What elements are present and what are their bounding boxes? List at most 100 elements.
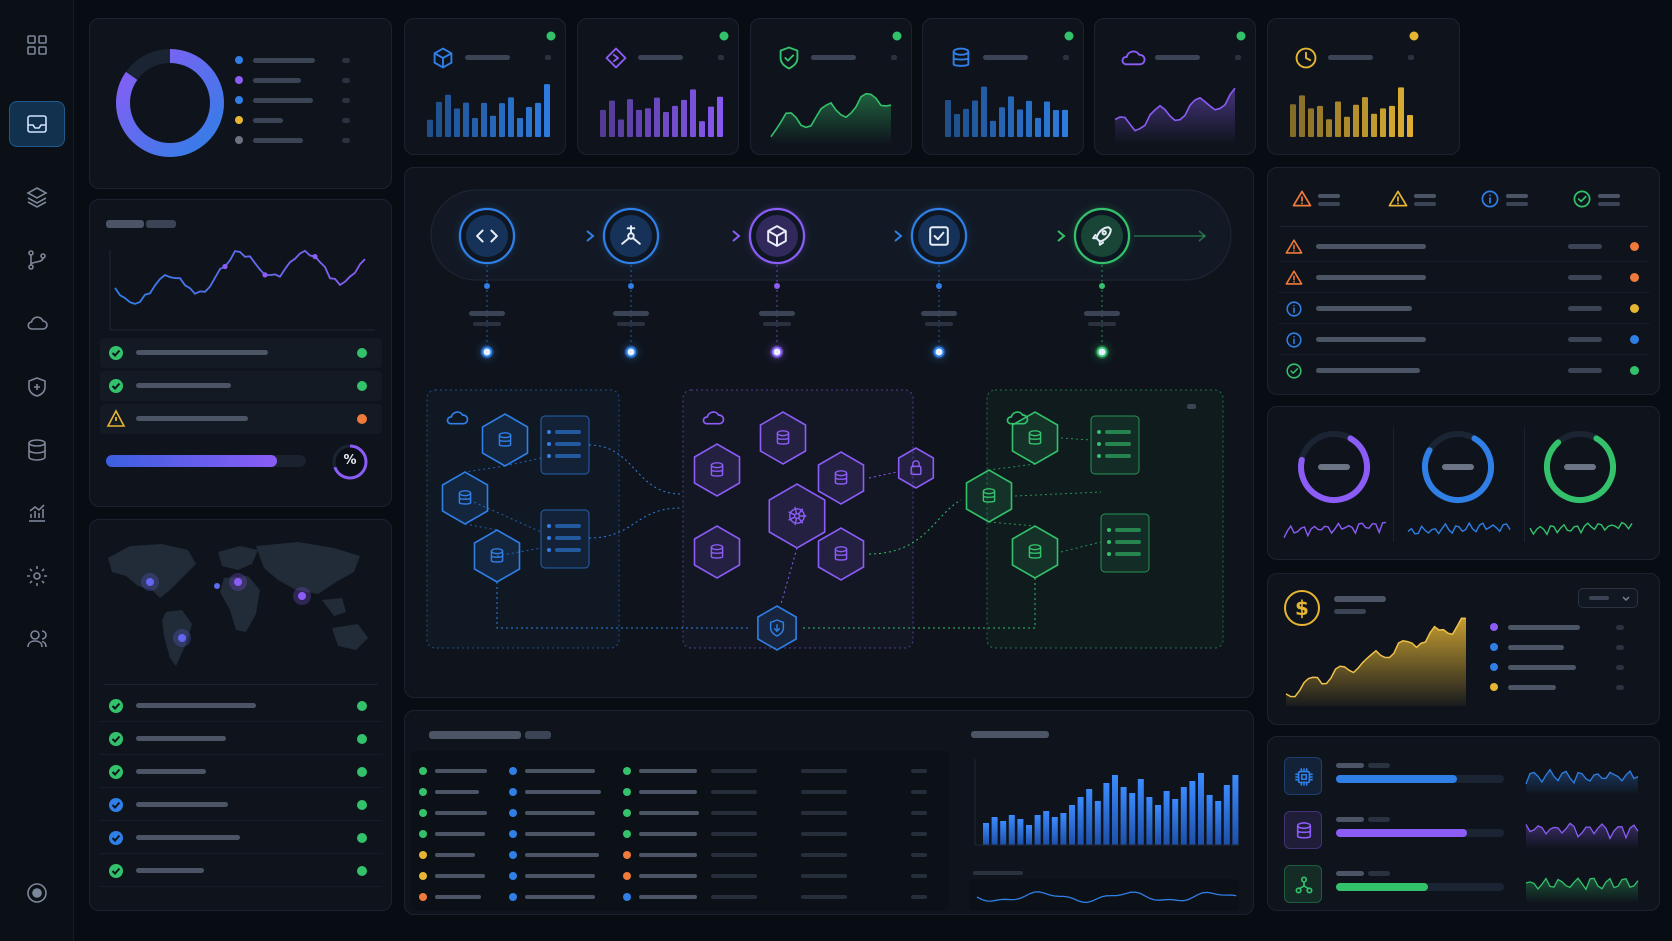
period-select[interactable] [1578,588,1638,608]
service-card[interactable] [540,509,590,569]
alert-row[interactable] [1278,294,1650,324]
status-list-item[interactable] [100,404,382,434]
trend-point[interactable] [222,263,228,270]
service-list-item[interactable] [100,758,382,788]
cost-legend-value-placeholder [1616,625,1624,630]
alert-row[interactable] [1278,263,1650,293]
service-list-item[interactable] [100,791,382,821]
timeline-node[interactable] [481,346,493,358]
kpi-bar [1044,101,1050,137]
cost-legend-dot [1490,623,1498,631]
trend-point[interactable] [312,253,318,260]
gauge[interactable] [1407,422,1511,535]
map-location-dot[interactable] [146,578,154,586]
map-location-dot[interactable] [178,634,186,642]
pipeline-stage[interactable] [910,207,968,265]
map-location-dot[interactable] [234,578,242,586]
kpi-card[interactable] [750,18,912,155]
cost-legend-label-placeholder [1508,685,1556,690]
alert-row[interactable] [1278,356,1650,386]
alert-summary-item[interactable] [1476,184,1566,214]
pipeline-stage[interactable] [602,207,660,265]
table-row[interactable] [411,866,949,886]
table-row[interactable] [411,824,949,844]
table-status-dot [509,830,517,838]
kpi-card[interactable] [577,18,739,155]
alert-summary-item[interactable] [1384,184,1474,214]
alert-row[interactable] [1278,232,1650,262]
record-icon [27,883,47,903]
timeline-node[interactable] [1096,346,1108,358]
table-row[interactable] [411,887,949,907]
trend-point[interactable] [262,272,268,278]
status-label-placeholder [136,383,231,388]
timeline-node[interactable] [933,346,945,358]
check-icon [109,831,123,845]
alert-label-placeholder [1316,368,1420,373]
sidebar-item-analytics[interactable] [9,490,65,536]
histogram-bar [1060,813,1067,845]
cloud-icon [27,316,48,330]
alert-summary-item[interactable] [1568,184,1658,214]
table-row[interactable] [411,803,949,823]
service-list-item[interactable] [100,857,382,887]
table-row[interactable] [411,761,949,781]
status-list-item[interactable] [100,338,382,368]
kpi-bar [427,119,433,137]
gauge-value-placeholder [1318,464,1350,470]
table-row[interactable] [411,845,949,865]
table-cell-placeholder [435,790,479,794]
timeline-node[interactable] [625,346,637,358]
service-node[interactable] [897,447,935,489]
database-icon [952,47,970,67]
database-icon [834,470,848,485]
sidebar-item-database[interactable] [9,427,65,473]
table-status-dot [509,872,517,880]
service-node[interactable] [693,443,741,497]
stage-sublabel-placeholder [473,322,501,326]
sidebar-item-users[interactable] [9,616,65,662]
kpi-card[interactable] [922,18,1084,155]
histogram-bar [1232,775,1239,845]
sidebar-item-security[interactable] [9,364,65,410]
sidebar-item-settings[interactable] [9,553,65,599]
sidebar-item-cloud[interactable] [9,300,65,346]
histogram-bar [1155,805,1161,845]
sidebar-item-overview[interactable] [9,22,65,68]
sidebar-item-branches[interactable] [9,237,65,283]
service-node[interactable] [817,451,865,505]
gauge[interactable] [1283,422,1387,539]
service-card[interactable] [1100,513,1150,573]
sidebar-item-layers[interactable] [9,174,65,220]
timeline-node[interactable] [771,346,783,358]
map-location-dot[interactable] [214,583,220,589]
service-card[interactable] [1090,415,1140,475]
service-list-item[interactable] [100,725,382,755]
gauge[interactable] [1529,422,1633,536]
kpi-card[interactable] [404,18,566,155]
alert-row[interactable] [1278,325,1650,355]
resource-row[interactable] [1268,803,1661,853]
alert-summary-item[interactable] [1288,184,1378,214]
pipeline-stage[interactable] [1073,207,1131,265]
service-node[interactable] [693,525,741,579]
service-card[interactable] [540,415,590,475]
resource-row[interactable] [1268,857,1661,907]
pipeline-stage[interactable] [458,207,516,265]
service-node[interactable] [817,527,865,581]
table-row[interactable] [411,782,949,802]
map-location-dot[interactable] [298,592,306,600]
check-icon [1286,363,1302,379]
resource-row[interactable] [1268,749,1661,799]
service-node[interactable] [759,411,807,465]
pipeline-stage[interactable] [748,207,806,265]
status-list-item[interactable] [100,371,382,401]
sidebar-item-inbox[interactable] [9,101,65,147]
service-list-item[interactable] [100,824,382,854]
service-list-item[interactable] [100,692,382,722]
sidebar-record-button[interactable] [9,870,65,916]
service-node[interactable] [757,605,797,651]
kpi-card[interactable] [1094,18,1256,155]
kpi-card[interactable] [1267,18,1460,155]
table-cell-placeholder [525,790,601,794]
